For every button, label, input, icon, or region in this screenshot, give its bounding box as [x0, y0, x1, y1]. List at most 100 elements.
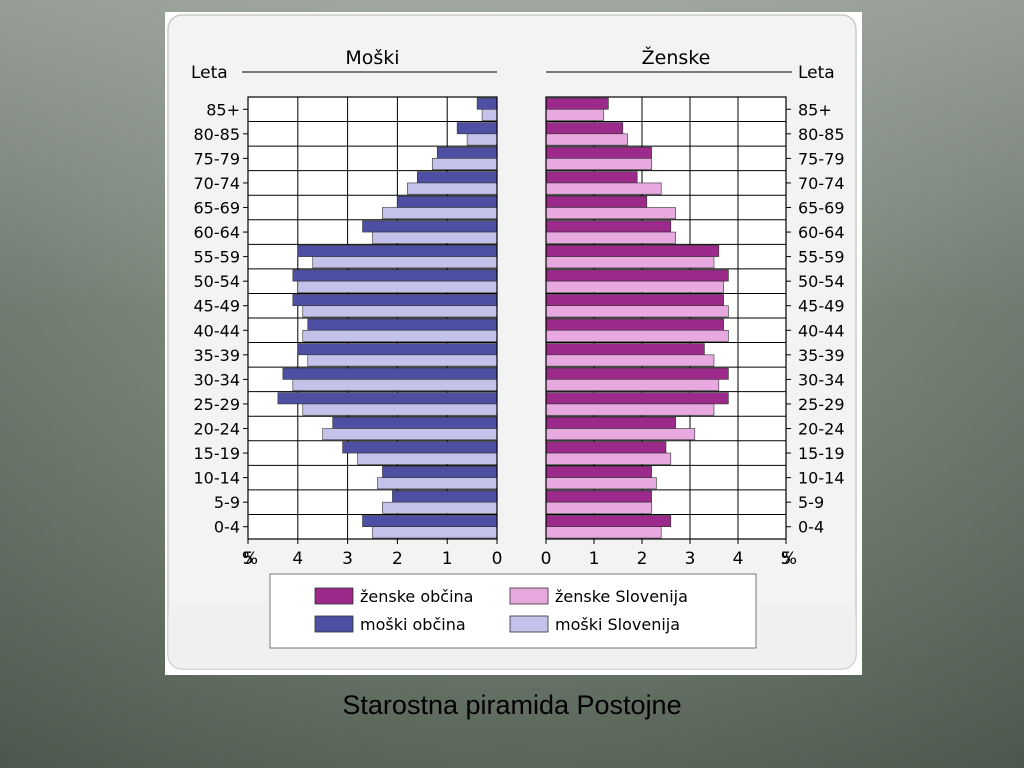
legend-label-zenske-obcina: ženske občina	[360, 587, 473, 606]
bar-moski-slovenija-25-29	[302, 403, 498, 416]
left-chart-title: Moški	[345, 47, 399, 69]
x-tick-label-right: 1	[589, 549, 600, 569]
bar-moski-slovenija-20-24	[322, 428, 498, 441]
bar-moski-slovenija-45-49	[302, 305, 498, 318]
population-pyramid-chart: 85+ 85+ 80-85 80-85 75-79 75-79 70-74 70-74 65-6…	[167, 14, 857, 670]
bar-zenske-slovenija-0-4	[545, 526, 662, 539]
bar-zenske-slovenija-65-69	[545, 207, 676, 220]
x-unit-label-left: %	[242, 549, 258, 569]
bar-zenske-obcina-0-4	[545, 515, 672, 528]
y-tick-label-right: 0-4	[798, 518, 824, 537]
bar-zenske-obcina-20-24	[545, 416, 676, 429]
bar-moski-obcina-85+	[476, 97, 498, 110]
y-tick-label-left: 40-44	[194, 321, 241, 340]
y-tick-label-left: 45-49	[194, 297, 241, 316]
bar-zenske-slovenija-55-59	[545, 256, 715, 269]
y-tick-label-right: 50-54	[798, 272, 845, 291]
bar-zenske-obcina-50-54	[545, 269, 729, 282]
y-tick-label-left: 35-39	[194, 346, 241, 365]
axis-labels: 85+ 85+ 80-85 80-85 75-79 75-79 70-74 70-74 65-6…	[191, 46, 845, 569]
bar-moski-obcina-5-9	[392, 490, 498, 503]
x-tick-label-right: 5	[781, 549, 792, 569]
bar-moski-slovenija-60-64	[372, 231, 498, 244]
bar-zenske-obcina-55-59	[545, 245, 720, 257]
y-tick-label-right: 25-29	[798, 395, 845, 414]
x-tick-label-right: 4	[733, 549, 744, 569]
legend-swatch-moski-obcina	[314, 615, 354, 633]
bar-zenske-slovenija-20-24	[545, 428, 696, 441]
x-tick-label-left: 3	[342, 549, 353, 569]
bar-moski-slovenija-10-14	[377, 477, 498, 490]
bar-moski-slovenija-0-4	[372, 526, 498, 539]
bar-moski-obcina-55-59	[297, 245, 498, 257]
bar-zenske-obcina-75-79	[545, 146, 652, 159]
bar-zenske-slovenija-35-39	[545, 354, 715, 367]
bar-zenske-obcina-65-69	[545, 195, 648, 208]
bar-zenske-slovenija-15-19	[545, 452, 672, 465]
bar-zenske-slovenija-5-9	[545, 501, 652, 514]
bar-zenske-slovenija-80-85	[545, 133, 628, 146]
y-tick-label-left: 30-34	[194, 370, 241, 389]
y-tick-label-left: 55-59	[194, 248, 241, 267]
bar-moski-obcina-45-49	[292, 294, 498, 307]
bar-moski-slovenija-15-19	[357, 452, 498, 465]
bar-zenske-slovenija-45-49	[545, 305, 729, 318]
bar-zenske-obcina-60-64	[545, 220, 672, 233]
left-plot-area	[247, 96, 498, 540]
bar-zenske-slovenija-60-64	[545, 231, 676, 244]
bar-zenske-slovenija-50-54	[545, 280, 724, 293]
y-tick-label-right: 35-39	[798, 346, 845, 365]
y-tick-label-right: 85+	[798, 100, 832, 119]
bar-moski-obcina-65-69	[397, 195, 498, 208]
bar-zenske-slovenija-40-44	[545, 329, 729, 342]
bar-moski-obcina-10-14	[382, 466, 498, 478]
y-tick-label-right: 20-24	[798, 420, 845, 439]
bar-moski-slovenija-35-39	[307, 354, 498, 367]
bar-zenske-obcina-45-49	[545, 294, 724, 307]
right-chart-title: Ženske	[642, 46, 711, 69]
right-plot-area	[545, 96, 787, 540]
y-tick-label-right: 45-49	[798, 297, 845, 316]
y-tick-label-right: 75-79	[798, 149, 845, 168]
bar-zenske-slovenija-85+	[545, 108, 604, 121]
bar-zenske-obcina-80-85	[545, 122, 624, 135]
bar-zenske-obcina-70-74	[545, 171, 638, 184]
bar-moski-obcina-25-29	[277, 392, 498, 405]
x-tick-label-right: 0	[541, 549, 552, 569]
legend-label-moski-slovenija: moški Slovenija	[555, 615, 680, 634]
bar-moski-obcina-0-4	[362, 515, 498, 528]
y-tick-label-right: 65-69	[798, 199, 845, 218]
y-tick-label-right: 30-34	[798, 370, 845, 389]
legend-label-moski-obcina: moški občina	[360, 615, 466, 634]
bar-zenske-obcina-35-39	[545, 343, 705, 356]
bar-zenske-obcina-85+	[545, 97, 609, 110]
y-tick-label-left: 75-79	[194, 149, 241, 168]
bar-zenske-slovenija-70-74	[545, 182, 662, 195]
bar-moski-slovenija-75-79	[431, 158, 498, 170]
legend-swatch-zenske-obcina	[314, 587, 354, 605]
legend-swatch-moski-slovenija	[509, 615, 549, 633]
y-tick-label-right: 80-85	[798, 125, 845, 144]
bar-moski-slovenija-80-85	[466, 133, 498, 146]
y-tick-label-left: 85+	[206, 100, 240, 119]
y-tick-label-left: 10-14	[194, 469, 241, 488]
bar-moski-obcina-50-54	[292, 269, 498, 282]
bar-moski-obcina-30-34	[282, 367, 498, 380]
y-axis-title-left: Leta	[191, 63, 228, 83]
right-plot-border	[545, 96, 787, 540]
bar-zenske-obcina-15-19	[545, 441, 667, 454]
slide-caption: Starostna piramida Postojne	[342, 690, 682, 720]
x-tick-label-left: 0	[492, 549, 503, 569]
bar-moski-slovenija-70-74	[407, 182, 498, 195]
bar-moski-slovenija-5-9	[382, 501, 498, 514]
bar-moski-slovenija-55-59	[312, 256, 498, 269]
bar-moski-obcina-20-24	[332, 416, 498, 429]
y-tick-label-right: 60-64	[798, 223, 845, 242]
y-tick-label-right: 15-19	[798, 444, 845, 463]
y-tick-label-left: 50-54	[194, 272, 241, 291]
bar-moski-slovenija-40-44	[302, 329, 498, 342]
bar-zenske-slovenija-10-14	[545, 477, 657, 490]
bar-moski-slovenija-30-34	[292, 379, 498, 391]
bar-moski-obcina-60-64	[362, 220, 498, 233]
legend-box	[269, 573, 757, 649]
